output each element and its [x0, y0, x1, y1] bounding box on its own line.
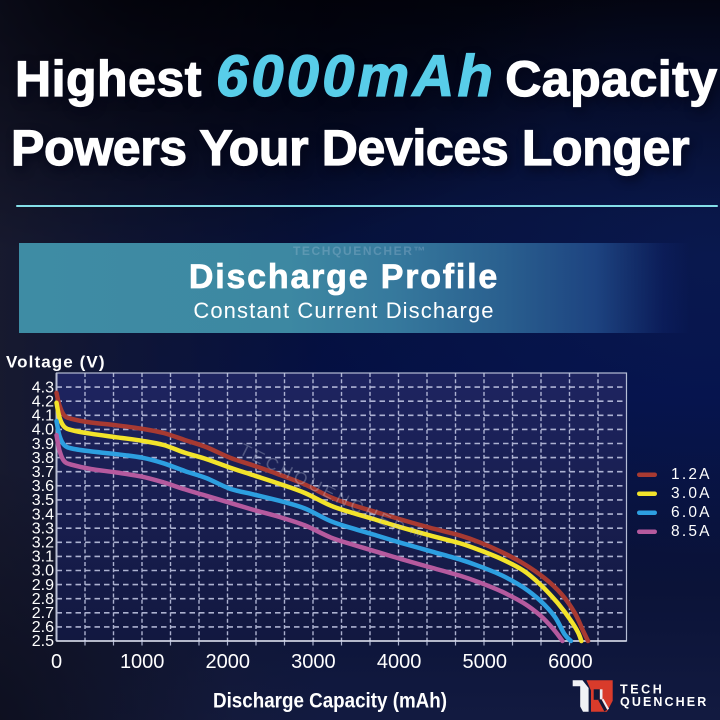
- svg-text:2.7: 2.7: [32, 605, 54, 622]
- svg-text:8.5A: 8.5A: [671, 523, 712, 540]
- svg-text:3.5: 3.5: [32, 492, 54, 509]
- svg-text:5000: 5000: [463, 651, 508, 673]
- svg-text:2.9: 2.9: [32, 577, 54, 594]
- svg-text:3.1: 3.1: [32, 549, 54, 566]
- svg-text:3.7: 3.7: [32, 464, 54, 481]
- svg-text:6000: 6000: [548, 651, 593, 673]
- svg-text:4.1: 4.1: [32, 408, 54, 425]
- svg-text:4.2: 4.2: [32, 394, 54, 411]
- svg-text:2000: 2000: [206, 651, 251, 673]
- svg-text:2.6: 2.6: [32, 619, 54, 636]
- svg-text:4000: 4000: [377, 651, 422, 673]
- svg-text:3.3: 3.3: [32, 520, 54, 537]
- svg-text:4.3: 4.3: [32, 379, 54, 396]
- svg-text:TECH: TECH: [620, 682, 664, 696]
- svg-text:0: 0: [51, 651, 62, 673]
- svg-text:1000: 1000: [120, 651, 165, 673]
- svg-text:6.0A: 6.0A: [671, 504, 712, 521]
- svg-text:2.5: 2.5: [32, 633, 54, 650]
- svg-text:4.0: 4.0: [32, 422, 54, 439]
- svg-text:3000: 3000: [291, 651, 336, 673]
- svg-text:3.9: 3.9: [32, 436, 54, 453]
- svg-text:3.0: 3.0: [32, 563, 54, 580]
- svg-text:1.2A: 1.2A: [671, 466, 712, 483]
- svg-text:3.8: 3.8: [32, 450, 54, 467]
- svg-text:Discharge Capacity (mAh): Discharge Capacity (mAh): [213, 689, 447, 713]
- svg-text:2.8: 2.8: [32, 591, 54, 608]
- svg-text:3.4: 3.4: [32, 506, 54, 523]
- svg-text:QUENCHER: QUENCHER: [620, 695, 708, 709]
- svg-text:3.2: 3.2: [32, 535, 54, 552]
- svg-text:3.0A: 3.0A: [671, 485, 712, 502]
- svg-text:3.6: 3.6: [32, 478, 54, 495]
- svg-text:Voltage (V): Voltage (V): [6, 353, 106, 372]
